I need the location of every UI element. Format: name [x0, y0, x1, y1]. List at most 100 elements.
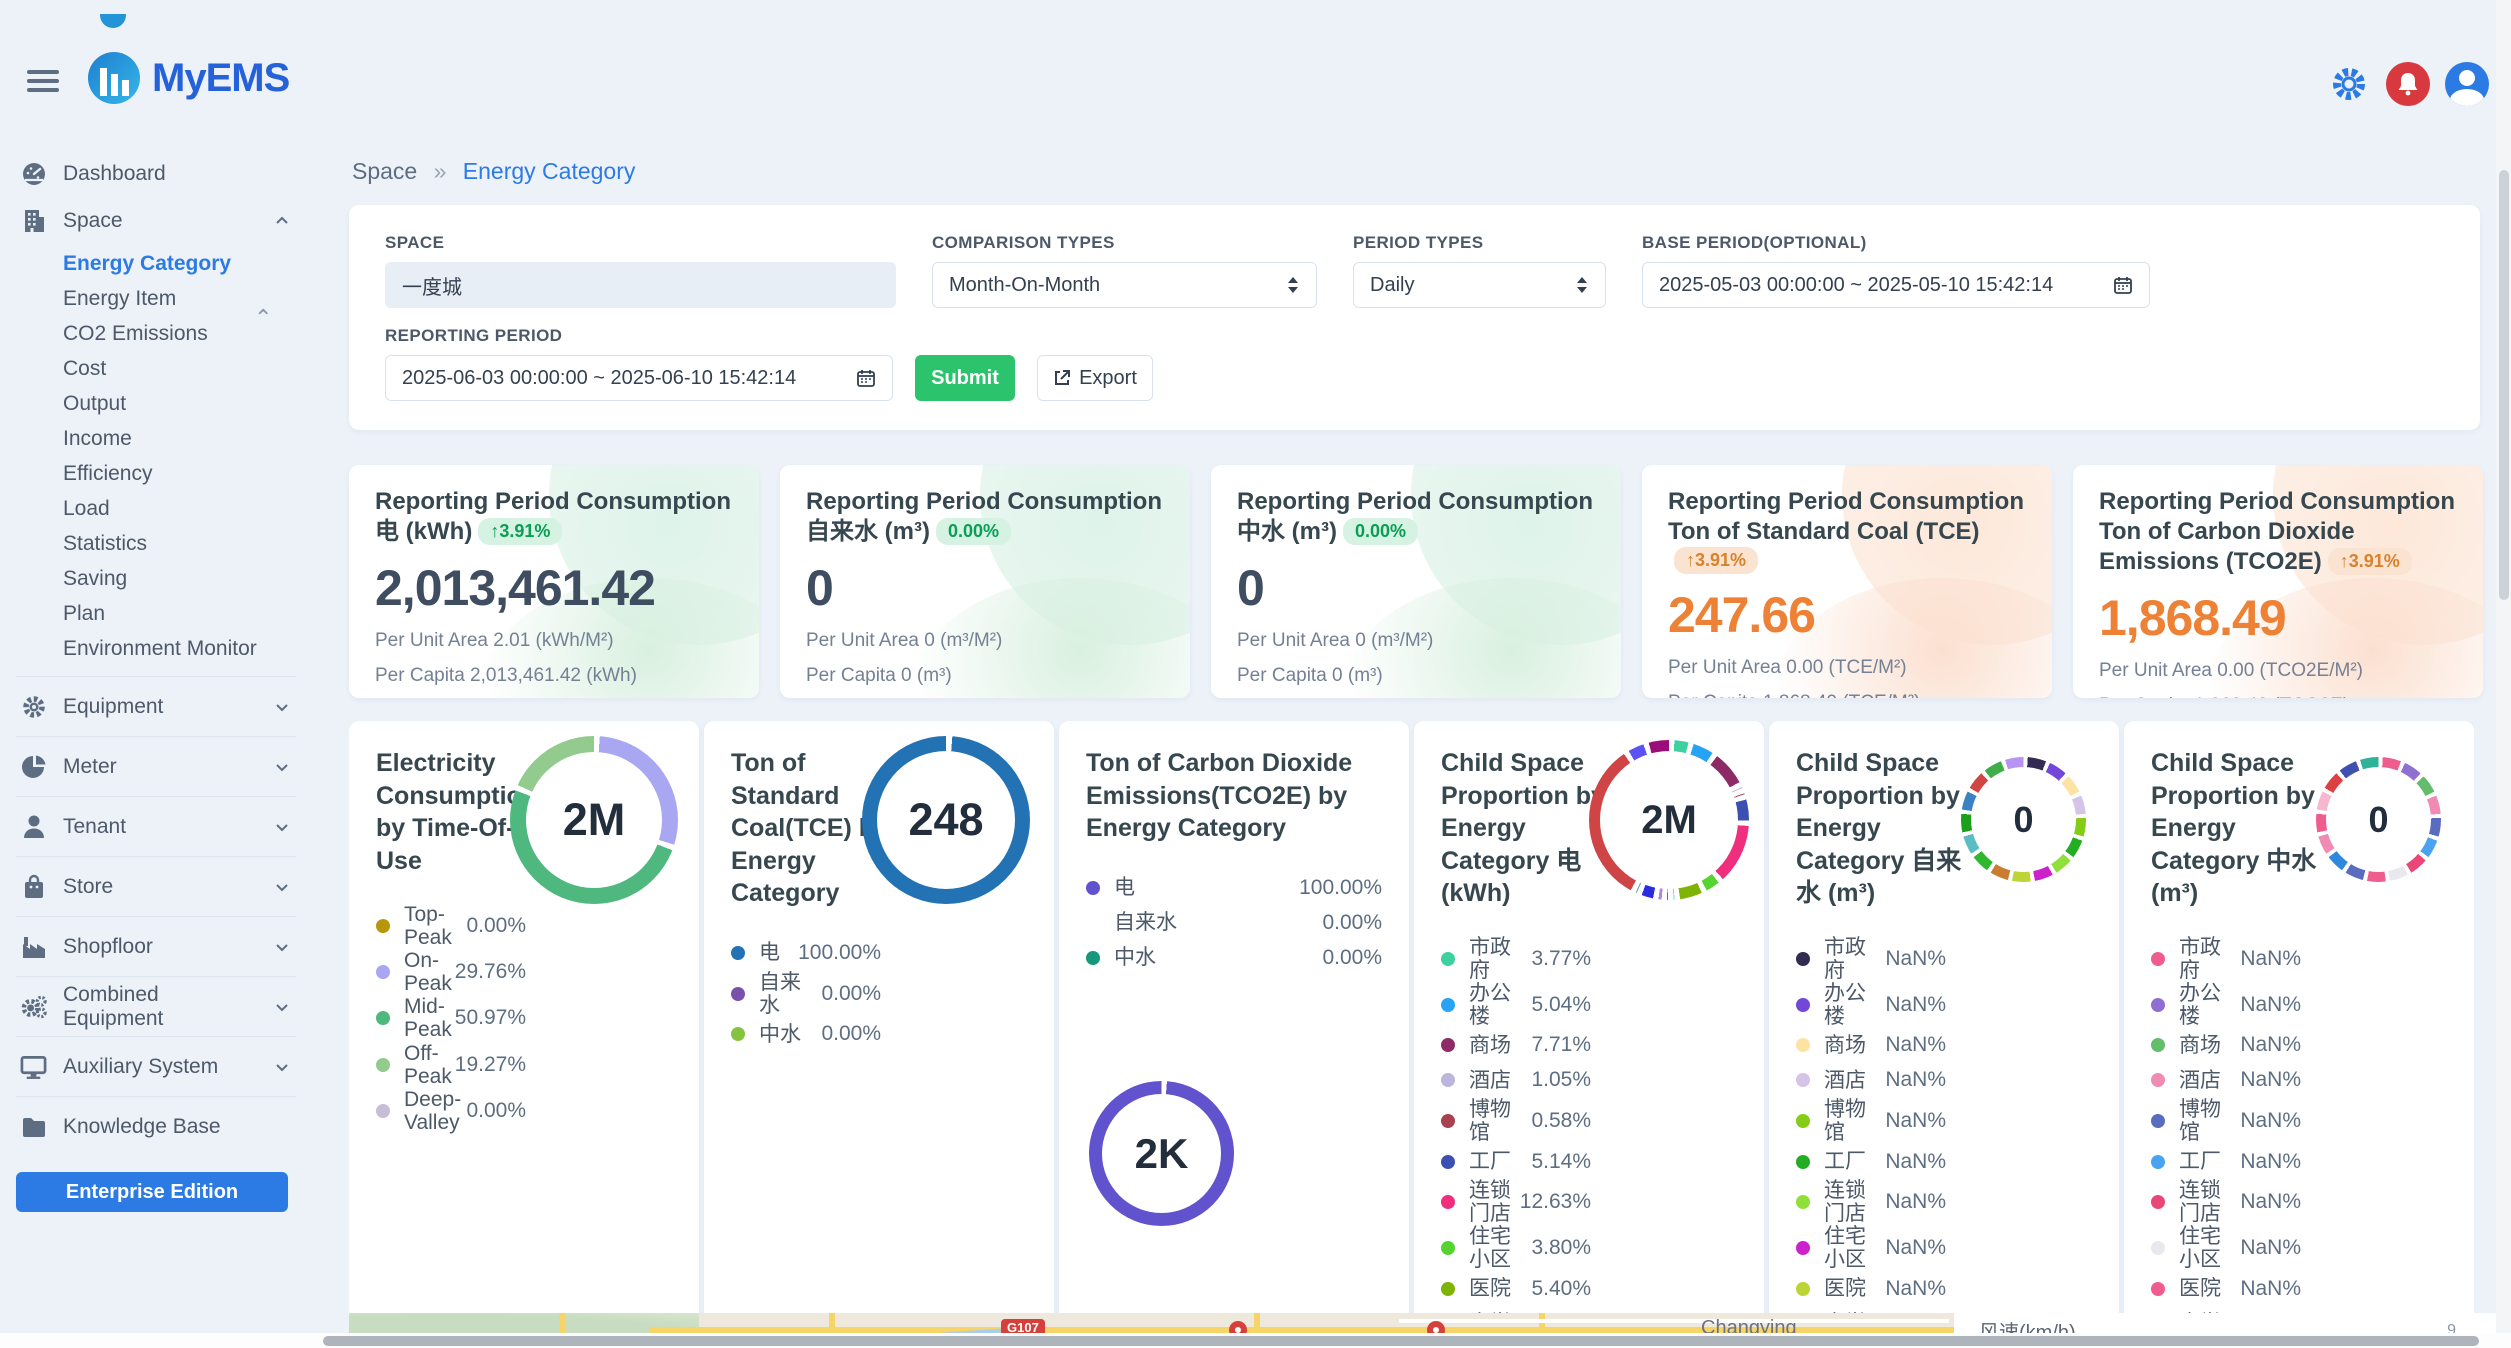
comparison-select[interactable]: Month-On-Month — [932, 262, 1317, 308]
legend-item[interactable]: Deep-Valley 0.00% — [376, 1088, 526, 1134]
legend-item[interactable]: 商场 NaN% — [1796, 1028, 1946, 1063]
sidebar-item-meter[interactable]: Meter — [16, 743, 296, 790]
sidebar-subitem[interactable]: Income — [16, 421, 296, 456]
donut-chart-child-space-fresh-water[interactable]: 0 — [1961, 757, 2086, 882]
period-type-select[interactable]: Daily — [1353, 262, 1606, 308]
export-button[interactable]: Export — [1037, 355, 1153, 401]
legend-item[interactable]: 住宅小区 NaN% — [2151, 1225, 2301, 1271]
legend-item[interactable]: 连锁门店 12.63% — [1441, 1179, 1591, 1225]
submit-button[interactable]: Submit — [915, 355, 1015, 401]
sidebar-item-dashboard[interactable]: Dashboard — [16, 150, 296, 197]
legend-item[interactable]: 商场 NaN% — [2151, 1028, 2301, 1063]
brand-logo[interactable]: MyEMS — [88, 52, 290, 104]
horizontal-scrollbar-thumb[interactable] — [323, 1336, 2479, 1346]
space-input[interactable]: 一度城 — [385, 262, 896, 308]
sidebar-item-auxiliary-system[interactable]: Auxiliary System — [16, 1043, 296, 1090]
settings-gear-icon[interactable] — [2327, 62, 2371, 106]
user-avatar[interactable] — [2445, 62, 2489, 106]
sidebar-subitem[interactable]: Plan — [16, 596, 296, 631]
legend-item[interactable]: 酒店 NaN% — [1796, 1063, 1946, 1098]
legend-item[interactable]: 市政府 NaN% — [2151, 936, 2301, 982]
legend-item[interactable]: 商场 7.71% — [1441, 1028, 1591, 1063]
sidebar-subitem[interactable]: Saving — [16, 561, 296, 596]
reporting-period-input[interactable]: 2025-06-03 00:00:00 ~ 2025-06-10 15:42:1… — [385, 355, 893, 401]
breadcrumb-current[interactable]: Energy Category — [462, 158, 636, 184]
legend-value: 19.27% — [454, 1052, 526, 1076]
hamburger-menu-icon[interactable] — [27, 70, 59, 92]
legend-item[interactable]: 工厂 NaN% — [1796, 1144, 1946, 1179]
legend-item[interactable]: 连锁门店 NaN% — [1796, 1179, 1946, 1225]
donut-chart-tco2e[interactable]: 2K — [1089, 1081, 1234, 1226]
vertical-scrollbar-thumb[interactable] — [2499, 170, 2509, 600]
legend-item[interactable]: On-Peak 29.76% — [376, 949, 526, 995]
legend-item[interactable]: 工厂 NaN% — [2151, 1144, 2301, 1179]
sidebar-item-knowledge-base[interactable]: Knowledge Base — [16, 1103, 296, 1150]
sidebar-item-equipment[interactable]: Equipment — [16, 683, 296, 730]
legend-label: 住宅小区 — [2179, 1225, 2221, 1272]
sidebar-subitem[interactable]: Load — [16, 491, 296, 526]
notifications-bell-icon[interactable] — [2386, 62, 2430, 106]
legend-item[interactable]: 大学 NaN% — [2151, 1306, 2301, 1313]
legend-item[interactable]: 中水 0.00% — [731, 1017, 881, 1052]
legend-item[interactable]: 工厂 5.14% — [1441, 1144, 1591, 1179]
sidebar-subitem[interactable]: Environment Monitor — [16, 631, 296, 666]
sidebar-subitem[interactable]: CO2 Emissions — [16, 316, 296, 351]
legend-value: NaN% — [1885, 1312, 1946, 1313]
sidebar-subitem-label: Output — [63, 392, 127, 415]
sidebar-item-tenant[interactable]: Tenant — [16, 803, 296, 850]
sidebar-subitem[interactable]: Energy Item — [16, 281, 296, 316]
legend-label: 医院 — [2179, 1277, 2221, 1301]
legend-item[interactable]: 医院 NaN% — [1796, 1271, 1946, 1306]
legend-item[interactable]: 博物馆 0.58% — [1441, 1098, 1591, 1144]
legend-dot — [731, 1027, 745, 1042]
base-period-input[interactable]: 2025-05-03 00:00:00 ~ 2025-05-10 15:42:1… — [1642, 262, 2150, 308]
sidebar-item-store[interactable]: Store — [16, 863, 296, 910]
legend-item[interactable]: 大学 1.12% — [1441, 1306, 1591, 1313]
legend-item[interactable]: Mid-Peak 50.97% — [376, 995, 526, 1041]
sidebar-subitem[interactable]: Cost — [16, 351, 296, 386]
legend-item[interactable]: 电 100.00% — [1086, 871, 1382, 906]
sidebar-item-space[interactable]: Space — [16, 197, 296, 244]
legend-item[interactable]: 办公楼 NaN% — [2151, 982, 2301, 1028]
sidebar-item-shopfloor[interactable]: Shopfloor — [16, 923, 296, 970]
legend-item[interactable]: 大学 NaN% — [1796, 1306, 1946, 1313]
donut-chart-child-space-reclaimed-water[interactable]: 0 — [2316, 757, 2441, 882]
legend-item[interactable]: 市政府 NaN% — [1796, 936, 1946, 982]
legend-item[interactable]: 酒店 NaN% — [2151, 1063, 2301, 1098]
sidebar-item-combined-equipment[interactable]: Combined Equipment — [16, 983, 296, 1030]
sidebar-subitem[interactable]: Output — [16, 386, 296, 421]
donut-chart-time-of-use[interactable]: 2M — [510, 736, 678, 904]
legend-item[interactable]: 住宅小区 NaN% — [1796, 1225, 1946, 1271]
legend-item[interactable]: Top-Peak 0.00% — [376, 903, 526, 949]
sidebar-subitem[interactable]: Energy Category — [16, 246, 296, 281]
legend-item[interactable]: Off-Peak 19.27% — [376, 1042, 526, 1088]
legend-item[interactable]: 医院 NaN% — [2151, 1271, 2301, 1306]
vertical-scrollbar-track[interactable] — [2496, 0, 2511, 1333]
legend-item[interactable]: 酒店 1.05% — [1441, 1063, 1591, 1098]
legend-item[interactable]: 博物馆 NaN% — [2151, 1098, 2301, 1144]
sidebar-subitem[interactable]: Statistics — [16, 526, 296, 561]
donut-chart-child-space-electricity[interactable]: 2M — [1589, 740, 1749, 900]
map-road — [1399, 1319, 1949, 1323]
legend-item[interactable]: 办公楼 5.04% — [1441, 982, 1591, 1028]
legend-label: 医院 — [1824, 1277, 1866, 1301]
legend-item[interactable]: 电 100.00% — [731, 936, 881, 971]
breadcrumb-parent[interactable]: Space — [352, 158, 418, 184]
donut-chart-tce[interactable]: 248 — [862, 736, 1030, 904]
horizontal-scrollbar-track[interactable] — [0, 1333, 2511, 1348]
reporting-period-field-label: REPORTING PERIOD — [385, 326, 563, 345]
enterprise-edition-button[interactable]: Enterprise Edition — [16, 1172, 288, 1212]
legend-item[interactable]: 住宅小区 3.80% — [1441, 1225, 1591, 1271]
legend-item[interactable]: 连锁门店 NaN% — [2151, 1179, 2301, 1225]
legend-item[interactable]: 市政府 3.77% — [1441, 936, 1591, 982]
legend-value: NaN% — [2240, 1312, 2301, 1313]
legend-item[interactable]: 博物馆 NaN% — [1796, 1098, 1946, 1144]
legend-item[interactable]: 自来水 0.00% — [1086, 906, 1382, 941]
legend-item[interactable]: 自来水 0.00% — [731, 971, 881, 1017]
stat-value: 1,868.49 — [2099, 590, 2287, 646]
sidebar-subitem[interactable]: Efficiency — [16, 456, 296, 491]
legend-item[interactable]: 中水 0.00% — [1086, 941, 1382, 976]
legend-item[interactable]: 办公楼 NaN% — [1796, 982, 1946, 1028]
sidebar-collapse-chevron-icon[interactable]: ⌃ — [254, 305, 273, 330]
legend-item[interactable]: 医院 5.40% — [1441, 1271, 1591, 1306]
